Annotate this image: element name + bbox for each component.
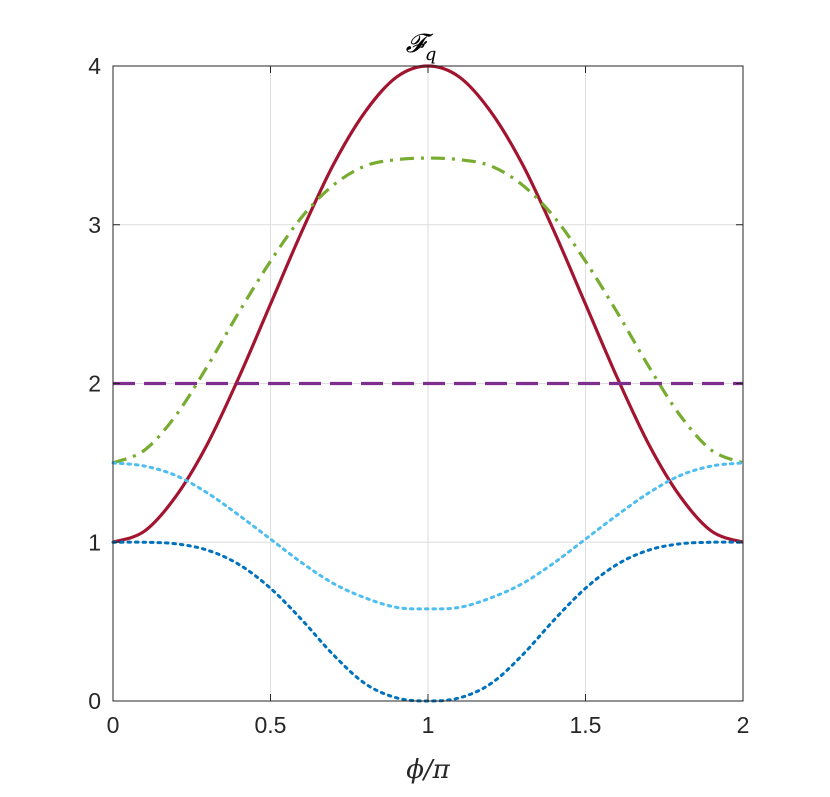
y-tick-label: 2: [88, 371, 101, 397]
ticks: 0 0.5 1 1.5 2 0 1 2 3 4: [88, 53, 749, 738]
y-tick-label: 0: [88, 688, 101, 714]
x-tick-label: 0.5: [255, 712, 287, 738]
x-tick-label: 1: [422, 712, 435, 738]
x-tick-label: 0: [107, 712, 120, 738]
series-line-4: [111, 461, 745, 611]
y-tick-label: 4: [88, 53, 101, 79]
x-axis-label: ϕ/π: [406, 755, 450, 785]
y-tick-label: 3: [88, 212, 101, 238]
x-tick-label: 1.5: [570, 712, 602, 738]
series-line-2: [112, 156, 744, 465]
chart-title-subscript: q: [425, 44, 437, 65]
x-tick-label: 2: [737, 712, 750, 738]
y-tick-label: 1: [88, 529, 101, 555]
